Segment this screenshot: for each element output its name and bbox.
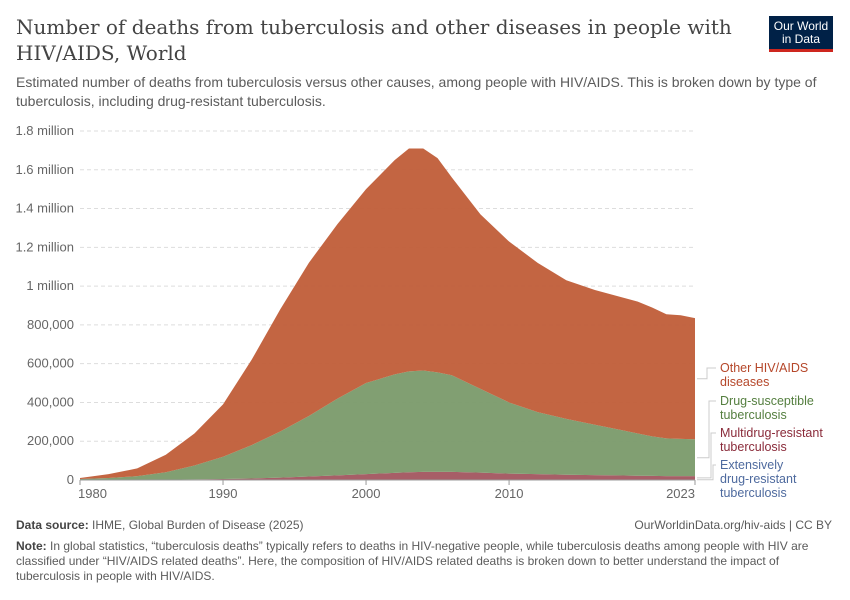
area-multidrug-resistant-tuberculosis [80, 471, 695, 480]
area-other-hiv-aids-diseases [80, 148, 695, 480]
data-source: Data source: IHME, Global Burden of Dise… [16, 518, 303, 533]
source-text[interactable]: IHME, Global Burden of Disease (2025) [92, 518, 304, 532]
legend-label: Extensively [720, 458, 784, 472]
chart-title: Number of deaths from tuberculosis and o… [16, 15, 732, 65]
y-tick-label: 0 [67, 472, 74, 487]
legend-label: Multidrug-resistant [720, 426, 823, 440]
y-tick-label: 800,000 [27, 317, 74, 332]
legend-connector [697, 432, 716, 479]
note-label: Note: [16, 539, 47, 553]
y-tick-label: 1.2 million [15, 239, 74, 254]
x-tick-label: 2000 [352, 486, 381, 501]
legend-connector [697, 464, 716, 481]
x-tick-label: 2010 [495, 486, 524, 501]
owid-logo[interactable]: Our World in Data [769, 16, 833, 52]
y-tick-label: 400,000 [27, 394, 74, 409]
y-tick-label: 200,000 [27, 433, 74, 448]
source-url[interactable]: OurWorldinData.org/hiv-aids | CC BY [634, 518, 832, 532]
y-tick-label: 600,000 [27, 356, 74, 371]
legend-label: diseases [720, 375, 769, 389]
legend-label: drug-resistant [720, 472, 797, 486]
legend-connector [697, 400, 716, 459]
legend-label: Drug-susceptible [720, 394, 814, 408]
chart-subtitle: Estimated number of deaths from tubercul… [16, 74, 817, 109]
x-tick-label: 2023 [666, 486, 695, 501]
legend-label: tuberculosis [720, 440, 787, 454]
x-tick-label: 1990 [209, 486, 238, 501]
legend-label: tuberculosis [720, 486, 787, 500]
note-text: In global statistics, “tuberculosis deat… [16, 539, 809, 583]
source-label: Data source: [16, 518, 89, 532]
legend-label: tuberculosis [720, 408, 787, 422]
area-drug-susceptible-tuberculosis [80, 370, 695, 480]
y-tick-label: 1.6 million [15, 162, 74, 177]
legend-label: Other HIV/AIDS [720, 361, 808, 375]
note: Note: In global statistics, “tuberculosi… [16, 539, 831, 584]
x-tick-label: 1980 [78, 486, 107, 501]
legend-connector [697, 367, 716, 380]
y-tick-label: 1.4 million [15, 201, 74, 216]
y-tick-label: 1.8 million [15, 123, 74, 138]
y-tick-label: 1 million [26, 278, 74, 293]
